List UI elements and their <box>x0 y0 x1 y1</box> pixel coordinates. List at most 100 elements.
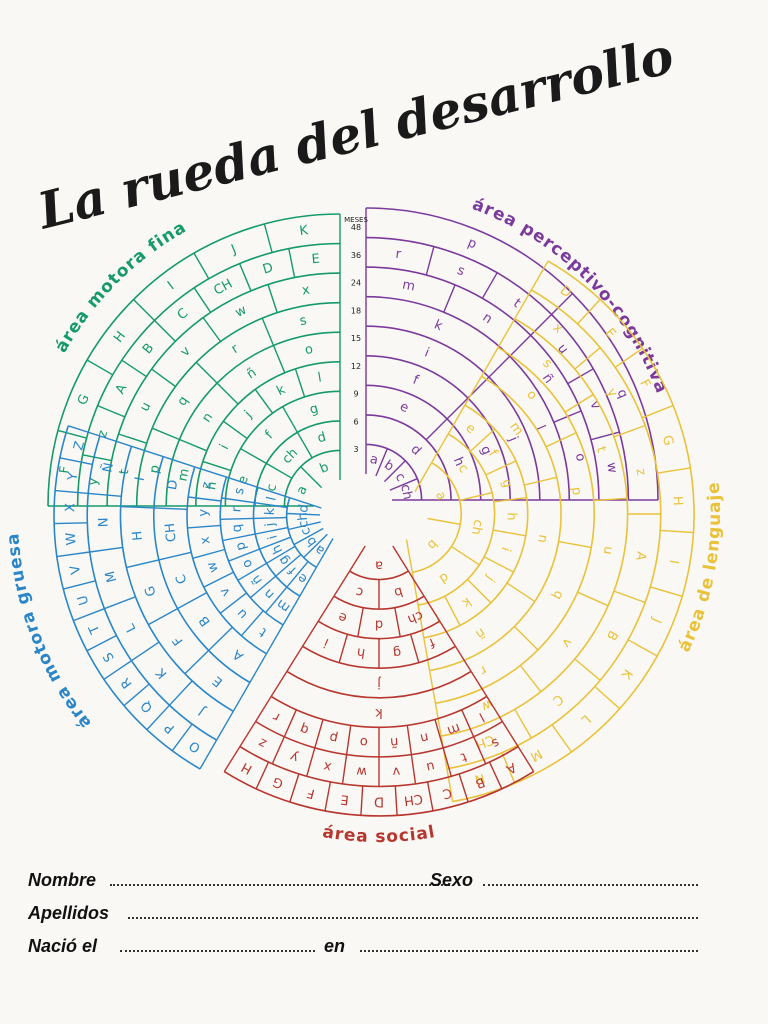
milestone-cell[interactable]: c <box>354 583 365 599</box>
milestone-cell[interactable]: s <box>455 263 467 280</box>
sex-field[interactable] <box>483 884 698 886</box>
milestone-cell[interactable]: I <box>665 559 680 565</box>
milestone-cell[interactable]: d <box>316 430 328 447</box>
milestone-cell[interactable]: e <box>295 570 310 587</box>
milestone-cell[interactable]: d <box>436 569 451 586</box>
milestone-cell[interactable]: t <box>257 624 270 639</box>
milestone-cell[interactable]: V <box>68 564 84 576</box>
milestone-cell[interactable]: l <box>264 495 279 502</box>
surname-field[interactable] <box>128 917 698 919</box>
milestone-cell[interactable]: n <box>534 533 550 544</box>
milestone-cell[interactable]: i <box>422 345 431 360</box>
milestone-cell[interactable]: I <box>133 476 148 482</box>
milestone-cell[interactable]: q <box>230 523 246 533</box>
milestone-cell[interactable]: t <box>593 445 609 454</box>
milestone-cell[interactable]: L <box>123 620 140 634</box>
milestone-cell[interactable]: A <box>113 382 130 397</box>
milestone-cell[interactable]: v <box>392 763 401 779</box>
milestone-cell[interactable]: A <box>230 646 246 663</box>
milestone-cell[interactable]: ñ <box>539 371 556 386</box>
milestone-cell[interactable]: z <box>256 734 269 751</box>
milestone-cell[interactable]: u <box>234 605 251 621</box>
milestone-cell[interactable]: z <box>95 428 111 439</box>
milestone-cell[interactable]: G <box>142 584 160 599</box>
milestone-cell[interactable]: CH <box>403 790 424 807</box>
milestone-cell[interactable]: M <box>527 745 544 764</box>
milestone-cell[interactable]: f <box>411 373 421 389</box>
milestone-cell[interactable]: i <box>322 635 331 650</box>
milestone-cell[interactable]: J <box>228 242 238 258</box>
milestone-cell[interactable]: z <box>632 467 648 476</box>
milestone-cell[interactable]: b <box>392 583 404 600</box>
milestone-cell[interactable]: l <box>533 423 548 432</box>
milestone-cell[interactable]: p <box>465 235 478 252</box>
milestone-cell[interactable]: W <box>64 532 80 546</box>
milestone-cell[interactable]: u <box>425 758 436 774</box>
milestone-cell[interactable]: y <box>288 748 301 765</box>
milestone-cell[interactable]: P <box>162 719 178 736</box>
milestone-cell[interactable]: D <box>261 260 275 277</box>
milestone-cell[interactable]: r <box>229 506 244 513</box>
milestone-cell[interactable]: w <box>356 763 368 779</box>
milestone-cell[interactable]: k <box>432 317 445 334</box>
milestone-cell[interactable]: h <box>356 644 366 660</box>
milestone-cell[interactable]: Ñ <box>99 461 117 474</box>
milestone-cell[interactable]: CH <box>473 731 496 752</box>
milestone-cell[interactable]: ñ <box>390 734 399 750</box>
milestone-cell[interactable]: I <box>165 279 177 293</box>
milestone-cell[interactable]: k <box>459 594 474 611</box>
milestone-cell[interactable]: x <box>301 283 311 299</box>
milestone-cell[interactable]: i <box>217 442 232 452</box>
milestone-cell[interactable]: C <box>173 572 190 586</box>
milestone-cell[interactable]: O <box>187 737 204 755</box>
milestone-cell[interactable]: n <box>480 310 495 327</box>
milestone-cell[interactable]: v <box>178 344 194 360</box>
milestone-cell[interactable]: CH <box>211 277 235 299</box>
milestone-cell[interactable]: l <box>476 709 486 724</box>
milestone-cell[interactable]: N <box>473 770 487 787</box>
milestone-cell[interactable]: s <box>539 356 554 372</box>
milestone-cell[interactable]: q <box>298 721 311 738</box>
milestone-cell[interactable]: B <box>196 613 213 629</box>
name-field[interactable] <box>110 884 450 886</box>
milestone-cell[interactable]: t <box>459 749 469 765</box>
milestone-cell[interactable]: u <box>600 545 616 556</box>
milestone-cell[interactable]: L <box>577 711 593 728</box>
milestone-cell[interactable]: k <box>375 705 383 720</box>
milestone-cell[interactable]: w <box>603 461 619 474</box>
milestone-cell[interactable]: ch <box>405 607 425 627</box>
milestone-cell[interactable]: p <box>147 464 163 475</box>
milestone-cell[interactable]: B <box>603 627 620 642</box>
milestone-cell[interactable]: j <box>241 408 255 422</box>
milestone-cell[interactable]: o <box>304 342 315 358</box>
milestone-cell[interactable]: t <box>510 296 523 311</box>
milestone-cell[interactable]: x <box>550 320 566 337</box>
milestone-cell[interactable]: H <box>669 496 684 506</box>
milestone-cell[interactable]: E <box>340 791 350 807</box>
milestone-cell[interactable]: o <box>359 734 368 750</box>
milestone-cell[interactable]: p <box>328 729 339 745</box>
milestone-cell[interactable]: s <box>232 486 248 496</box>
milestone-cell[interactable]: d <box>296 503 312 514</box>
milestone-cell[interactable]: m <box>445 720 462 738</box>
milestone-cell[interactable]: e <box>336 609 349 626</box>
milestone-cell[interactable]: m <box>506 419 526 438</box>
milestone-cell[interactable]: i <box>265 533 280 541</box>
milestone-cell[interactable]: F <box>305 785 316 801</box>
milestone-cell[interactable]: G <box>271 773 286 791</box>
milestone-cell[interactable]: C <box>549 691 566 708</box>
milestone-cell[interactable]: u <box>137 400 154 414</box>
birthplace-field[interactable] <box>360 950 698 952</box>
milestone-cell[interactable]: b <box>318 460 331 477</box>
milestone-cell[interactable]: D <box>557 283 574 301</box>
milestone-cell[interactable]: s <box>298 313 308 329</box>
milestone-cell[interactable]: J <box>196 703 209 718</box>
milestone-cell[interactable]: z <box>199 480 215 490</box>
milestone-cell[interactable]: o <box>239 557 256 571</box>
milestone-cell[interactable]: i <box>498 545 513 553</box>
milestone-cell[interactable]: m <box>176 467 193 482</box>
milestone-cell[interactable]: a <box>375 557 383 572</box>
milestone-cell[interactable]: v <box>558 635 575 651</box>
milestone-cell[interactable]: o <box>572 452 588 463</box>
milestone-cell[interactable]: K <box>153 665 170 682</box>
